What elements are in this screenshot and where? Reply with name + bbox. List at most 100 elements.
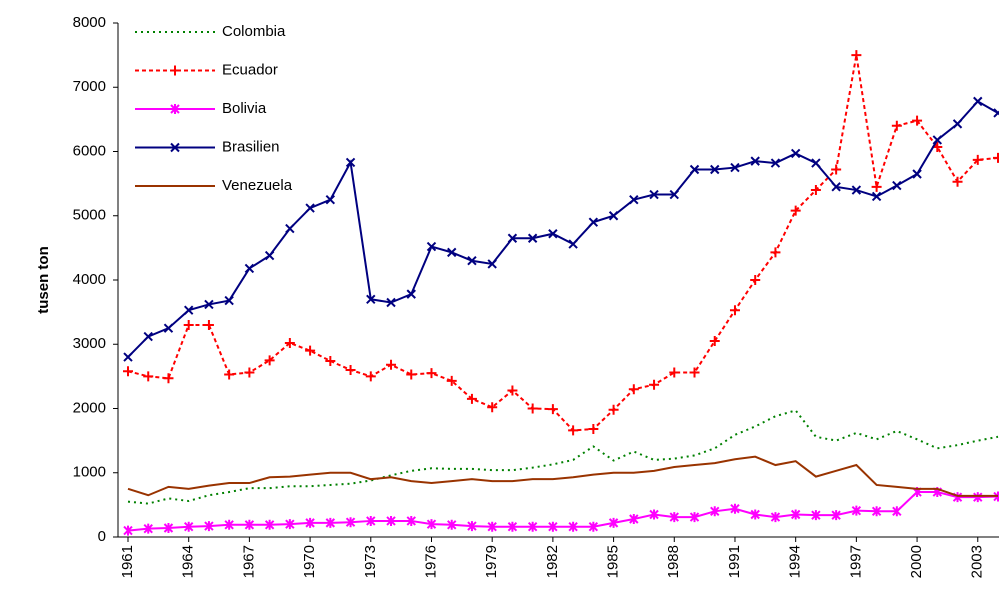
marker	[568, 425, 579, 436]
y-tick-label: 6000	[73, 142, 106, 159]
x-tick-label: 1976	[422, 545, 439, 578]
marker	[406, 515, 416, 526]
marker	[467, 521, 477, 532]
marker	[689, 367, 700, 378]
marker	[386, 297, 396, 308]
marker	[123, 525, 133, 536]
marker	[447, 519, 457, 530]
series-line	[127, 54, 999, 432]
marker	[507, 521, 518, 532]
marker	[891, 120, 902, 131]
marker	[386, 359, 397, 370]
legend-label: Ecuador	[222, 61, 278, 78]
marker	[487, 521, 497, 532]
legend-label: Brasilien	[222, 138, 280, 155]
y-tick-label: 1000	[73, 464, 106, 481]
marker	[608, 404, 619, 415]
x-tick-label: 1979	[483, 545, 500, 578]
marker	[123, 366, 133, 377]
marker	[170, 142, 180, 153]
marker	[244, 367, 255, 378]
marker	[365, 371, 376, 382]
marker	[608, 517, 619, 528]
marker	[264, 250, 275, 261]
marker	[548, 521, 558, 532]
marker	[973, 96, 983, 107]
marker	[345, 364, 356, 375]
marker	[669, 367, 680, 378]
marker	[588, 217, 599, 227]
marker	[669, 189, 679, 200]
y-tick-label: 5000	[73, 207, 106, 224]
marker	[629, 514, 639, 525]
x-tick-label: 2003	[969, 545, 986, 578]
marker	[790, 148, 801, 159]
marker	[851, 505, 862, 516]
marker	[527, 233, 538, 243]
marker	[204, 299, 214, 310]
marker	[264, 519, 275, 530]
x-tick-label: 1970	[301, 545, 318, 578]
marker	[588, 521, 599, 532]
marker	[770, 158, 781, 168]
legend-label: Bolivia	[222, 100, 267, 117]
marker	[972, 154, 983, 165]
marker	[244, 263, 255, 274]
marker	[183, 319, 194, 330]
marker	[548, 229, 558, 239]
marker	[426, 519, 437, 530]
marker	[871, 181, 882, 192]
marker	[285, 223, 295, 234]
x-tick-label: 2000	[908, 545, 925, 578]
marker	[305, 203, 315, 213]
marker	[628, 384, 639, 395]
marker	[143, 331, 153, 342]
legend-label: Venezuela	[222, 177, 293, 194]
marker	[183, 305, 194, 315]
marker	[588, 424, 599, 435]
marker	[527, 521, 538, 532]
marker	[345, 157, 356, 168]
marker	[507, 233, 518, 243]
marker	[770, 512, 781, 523]
x-tick-label: 1967	[240, 545, 257, 578]
marker	[811, 158, 821, 168]
y-axis-label: tusen ton	[35, 246, 52, 314]
marker	[345, 517, 356, 528]
x-tick-label: 1964	[180, 545, 197, 578]
marker	[649, 189, 659, 200]
marker	[123, 352, 133, 362]
marker	[810, 185, 821, 196]
marker	[790, 205, 801, 216]
x-tick-label: 1973	[362, 545, 379, 578]
marker	[224, 295, 234, 306]
marker	[203, 319, 214, 330]
marker	[912, 169, 922, 179]
marker	[325, 194, 336, 205]
marker	[851, 50, 862, 61]
x-tick-label: 1988	[665, 545, 682, 578]
marker	[790, 509, 801, 520]
marker	[406, 369, 417, 380]
marker	[851, 185, 862, 195]
marker	[163, 373, 174, 384]
marker	[143, 371, 154, 382]
marker	[426, 241, 437, 252]
marker	[689, 164, 700, 175]
marker	[709, 336, 720, 347]
series-line	[127, 491, 999, 532]
marker	[568, 521, 578, 532]
marker	[892, 180, 902, 191]
marker	[487, 402, 498, 413]
x-tick-label: 1997	[847, 545, 864, 578]
marker	[932, 135, 943, 145]
marker	[750, 275, 761, 285]
y-tick-label: 8000	[73, 14, 106, 31]
marker	[831, 182, 841, 192]
y-tick-label: 0	[98, 528, 106, 545]
x-tick-label: 1991	[726, 545, 743, 578]
marker	[973, 492, 983, 503]
marker	[305, 517, 315, 528]
marker	[386, 515, 396, 526]
y-tick-label: 4000	[73, 271, 106, 288]
